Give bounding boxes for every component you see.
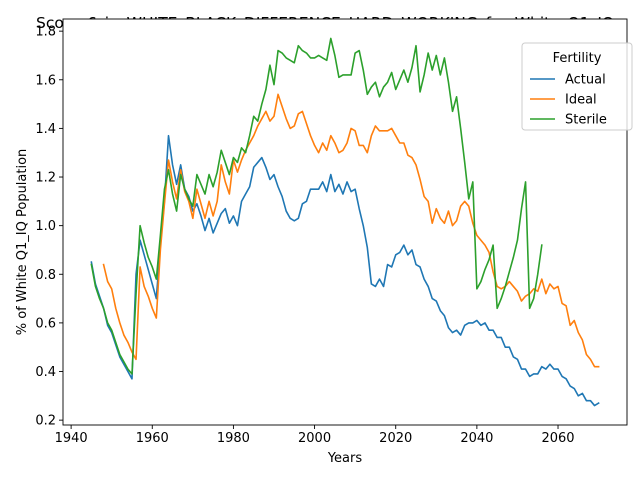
y-tick-label: 1.2 bbox=[35, 171, 56, 186]
legend-items: Actual Ideal Sterile bbox=[530, 73, 607, 128]
series-line-actual bbox=[90, 134, 600, 407]
y-tick-label: 1.4 bbox=[35, 122, 56, 137]
series-line-ideal bbox=[102, 93, 600, 368]
y-axis-label: % of White Q1_IQ Population bbox=[15, 149, 30, 336]
legend-label-sterile: Sterile bbox=[565, 113, 607, 128]
y-tick-label: 0.4 bbox=[35, 365, 56, 380]
legend-label-actual: Actual bbox=[565, 73, 606, 88]
x-tick-label: 2000 bbox=[298, 431, 331, 446]
x-axis-label: Years bbox=[327, 451, 363, 466]
x-tick-label: 2040 bbox=[460, 431, 493, 446]
legend-box bbox=[521, 42, 633, 131]
y-tick-label: 0.8 bbox=[35, 268, 56, 283]
series-group bbox=[90, 37, 600, 407]
series-line-sterile bbox=[90, 37, 543, 375]
y-tick-label: 1.8 bbox=[35, 25, 56, 40]
y-tick-label: 1.0 bbox=[35, 219, 56, 234]
axes: 1940 1960 1980 2000 2020 2040 2060 0.2 0.4 0.6 0.8… bbox=[35, 18, 628, 446]
y-tick-label: 1.6 bbox=[35, 73, 56, 88]
y-tick-label: 0.6 bbox=[35, 316, 56, 331]
axes-frame bbox=[62, 18, 628, 426]
legend-label-ideal: Ideal bbox=[565, 93, 597, 108]
y-tick-label: 0.2 bbox=[35, 414, 56, 429]
x-tick-label: 1980 bbox=[217, 431, 250, 446]
legend-title: Fertility bbox=[553, 51, 602, 66]
x-tick-label: 2020 bbox=[379, 431, 412, 446]
x-tick-label: 1940 bbox=[55, 431, 88, 446]
x-tick-label: 1960 bbox=[136, 431, 169, 446]
legend: Fertility Actual Ideal Sterile bbox=[521, 42, 633, 131]
x-tick-label: 2060 bbox=[541, 431, 574, 446]
